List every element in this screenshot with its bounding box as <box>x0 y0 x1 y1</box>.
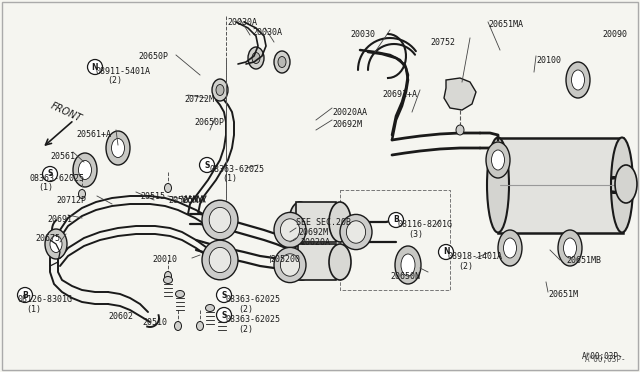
Text: B: B <box>22 291 28 299</box>
Text: 20525M: 20525M <box>168 196 198 205</box>
Text: 20722M: 20722M <box>184 95 214 104</box>
Text: B: B <box>393 215 399 224</box>
Ellipse shape <box>329 244 351 280</box>
Ellipse shape <box>346 221 365 243</box>
Ellipse shape <box>163 276 173 283</box>
Text: (1): (1) <box>38 183 53 192</box>
Text: 08126-8301G: 08126-8301G <box>18 295 73 304</box>
Ellipse shape <box>498 230 522 266</box>
Ellipse shape <box>486 142 510 178</box>
Circle shape <box>17 288 33 302</box>
Ellipse shape <box>558 230 582 266</box>
Text: 20561+A: 20561+A <box>76 130 111 139</box>
Ellipse shape <box>291 244 313 280</box>
Text: 20712P: 20712P <box>56 196 86 205</box>
Ellipse shape <box>252 52 260 64</box>
Ellipse shape <box>487 138 509 232</box>
Ellipse shape <box>212 79 228 101</box>
Circle shape <box>388 212 403 228</box>
Text: 20010: 20010 <box>152 255 177 264</box>
Text: 20651MB: 20651MB <box>566 256 601 265</box>
Ellipse shape <box>280 219 300 241</box>
Text: 20561: 20561 <box>50 152 75 161</box>
Circle shape <box>42 167 58 182</box>
Text: (2): (2) <box>238 305 253 314</box>
Circle shape <box>88 60 102 74</box>
Bar <box>498 138 623 233</box>
Text: A*00;03P-: A*00;03P- <box>585 355 627 364</box>
Ellipse shape <box>274 247 306 283</box>
Text: S: S <box>204 160 210 170</box>
Ellipse shape <box>248 47 264 69</box>
Ellipse shape <box>329 202 351 242</box>
Ellipse shape <box>216 84 224 96</box>
Ellipse shape <box>492 150 504 170</box>
Text: (3): (3) <box>408 230 423 239</box>
Text: 20090: 20090 <box>602 30 627 39</box>
Text: 20691+A: 20691+A <box>382 90 417 99</box>
Ellipse shape <box>566 62 590 98</box>
Ellipse shape <box>111 138 125 157</box>
Text: 20650N: 20650N <box>390 272 420 281</box>
Text: 20515: 20515 <box>140 192 165 201</box>
Text: N: N <box>443 247 449 257</box>
Text: 08363-62025: 08363-62025 <box>226 295 281 304</box>
Ellipse shape <box>209 208 231 232</box>
Ellipse shape <box>274 51 290 73</box>
Text: (2): (2) <box>458 262 473 271</box>
Ellipse shape <box>50 235 62 253</box>
Ellipse shape <box>611 138 633 232</box>
Ellipse shape <box>274 212 306 248</box>
Text: 08363-62025: 08363-62025 <box>210 165 265 174</box>
Text: 205200: 205200 <box>270 255 300 264</box>
Polygon shape <box>444 78 476 110</box>
Ellipse shape <box>456 125 464 135</box>
Text: 08363-62025: 08363-62025 <box>30 174 85 183</box>
Text: 20020AA: 20020AA <box>332 108 367 117</box>
Text: 08918-1401A: 08918-1401A <box>448 252 503 261</box>
Text: 08116-8201G: 08116-8201G <box>398 220 453 229</box>
Text: 20100: 20100 <box>536 56 561 65</box>
Text: 20651M: 20651M <box>548 290 578 299</box>
Ellipse shape <box>209 247 231 273</box>
Text: N: N <box>92 62 99 71</box>
Circle shape <box>438 244 454 260</box>
Text: 20650P: 20650P <box>194 118 224 127</box>
Ellipse shape <box>175 321 182 330</box>
Bar <box>296 202 336 242</box>
Ellipse shape <box>289 202 311 242</box>
Text: 20602: 20602 <box>108 312 133 321</box>
Text: 08363-62025: 08363-62025 <box>226 315 281 324</box>
Text: (2): (2) <box>238 325 253 334</box>
Ellipse shape <box>79 160 92 180</box>
Ellipse shape <box>79 189 86 199</box>
Text: 20692M: 20692M <box>332 120 362 129</box>
Ellipse shape <box>504 238 516 258</box>
Circle shape <box>200 157 214 173</box>
Text: 20675: 20675 <box>35 234 60 243</box>
Text: 20030A: 20030A <box>252 28 282 37</box>
Ellipse shape <box>164 183 172 192</box>
Ellipse shape <box>280 254 300 276</box>
Text: S: S <box>221 291 227 299</box>
Text: S: S <box>47 170 52 179</box>
Ellipse shape <box>278 57 286 67</box>
Text: (2): (2) <box>107 76 122 85</box>
Ellipse shape <box>73 153 97 187</box>
Ellipse shape <box>615 165 637 203</box>
Text: 20030: 20030 <box>350 30 375 39</box>
Text: 20691: 20691 <box>47 215 72 224</box>
Text: 20651MA: 20651MA <box>488 20 523 29</box>
Ellipse shape <box>175 291 184 298</box>
Circle shape <box>216 308 232 323</box>
Text: 08911-5401A: 08911-5401A <box>96 67 151 76</box>
Ellipse shape <box>106 131 130 165</box>
Ellipse shape <box>205 305 214 311</box>
Text: A*00;03P-: A*00;03P- <box>582 352 623 361</box>
Text: 20692M: 20692M <box>298 228 328 237</box>
Text: FRONT: FRONT <box>49 100 83 124</box>
Text: S: S <box>221 311 227 320</box>
Ellipse shape <box>395 246 421 284</box>
Circle shape <box>216 288 232 302</box>
